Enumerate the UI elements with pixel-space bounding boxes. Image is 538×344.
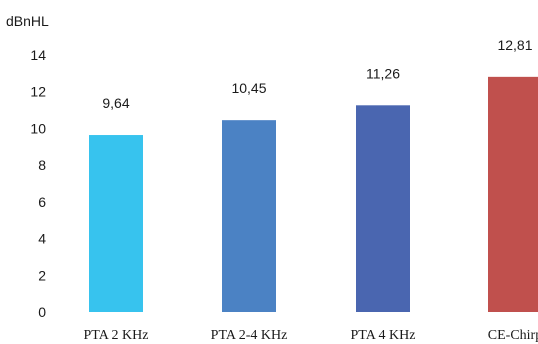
y-tick-label: 2: [38, 267, 46, 283]
y-tick-label: 6: [38, 194, 46, 210]
bar: [356, 105, 410, 312]
x-tick-label: CE-Chirp: [488, 328, 538, 343]
y-axis-label: dBnHL: [6, 13, 49, 29]
x-axis-ticks: PTA 2 KHz PTA 2-4 KHz PTA 4 KHz CE-Chirp: [84, 328, 538, 343]
data-labels: 9,64 10,45 11,26 12,81: [102, 37, 532, 111]
bar: [222, 120, 276, 313]
y-tick-label: 12: [30, 84, 46, 100]
data-label: 11,26: [366, 65, 400, 81]
y-axis-ticks: 0 2 4 6 8 10 12 14: [30, 47, 46, 320]
bars: [89, 76, 538, 313]
data-label: 10,45: [231, 80, 266, 96]
y-tick-label: 14: [30, 47, 46, 63]
x-tick-label: PTA 2 KHz: [84, 328, 149, 343]
bar: [488, 76, 538, 312]
x-tick-label: PTA 4 KHz: [351, 328, 416, 343]
y-tick-label: 8: [38, 157, 46, 173]
data-label: 9,64: [102, 95, 129, 111]
x-tick-label: PTA 2-4 KHz: [211, 328, 288, 343]
data-label: 12,81: [497, 37, 532, 53]
y-tick-label: 10: [30, 120, 46, 136]
y-tick-label: 4: [38, 231, 46, 247]
bar: [89, 135, 143, 312]
y-tick-label: 0: [38, 304, 46, 320]
